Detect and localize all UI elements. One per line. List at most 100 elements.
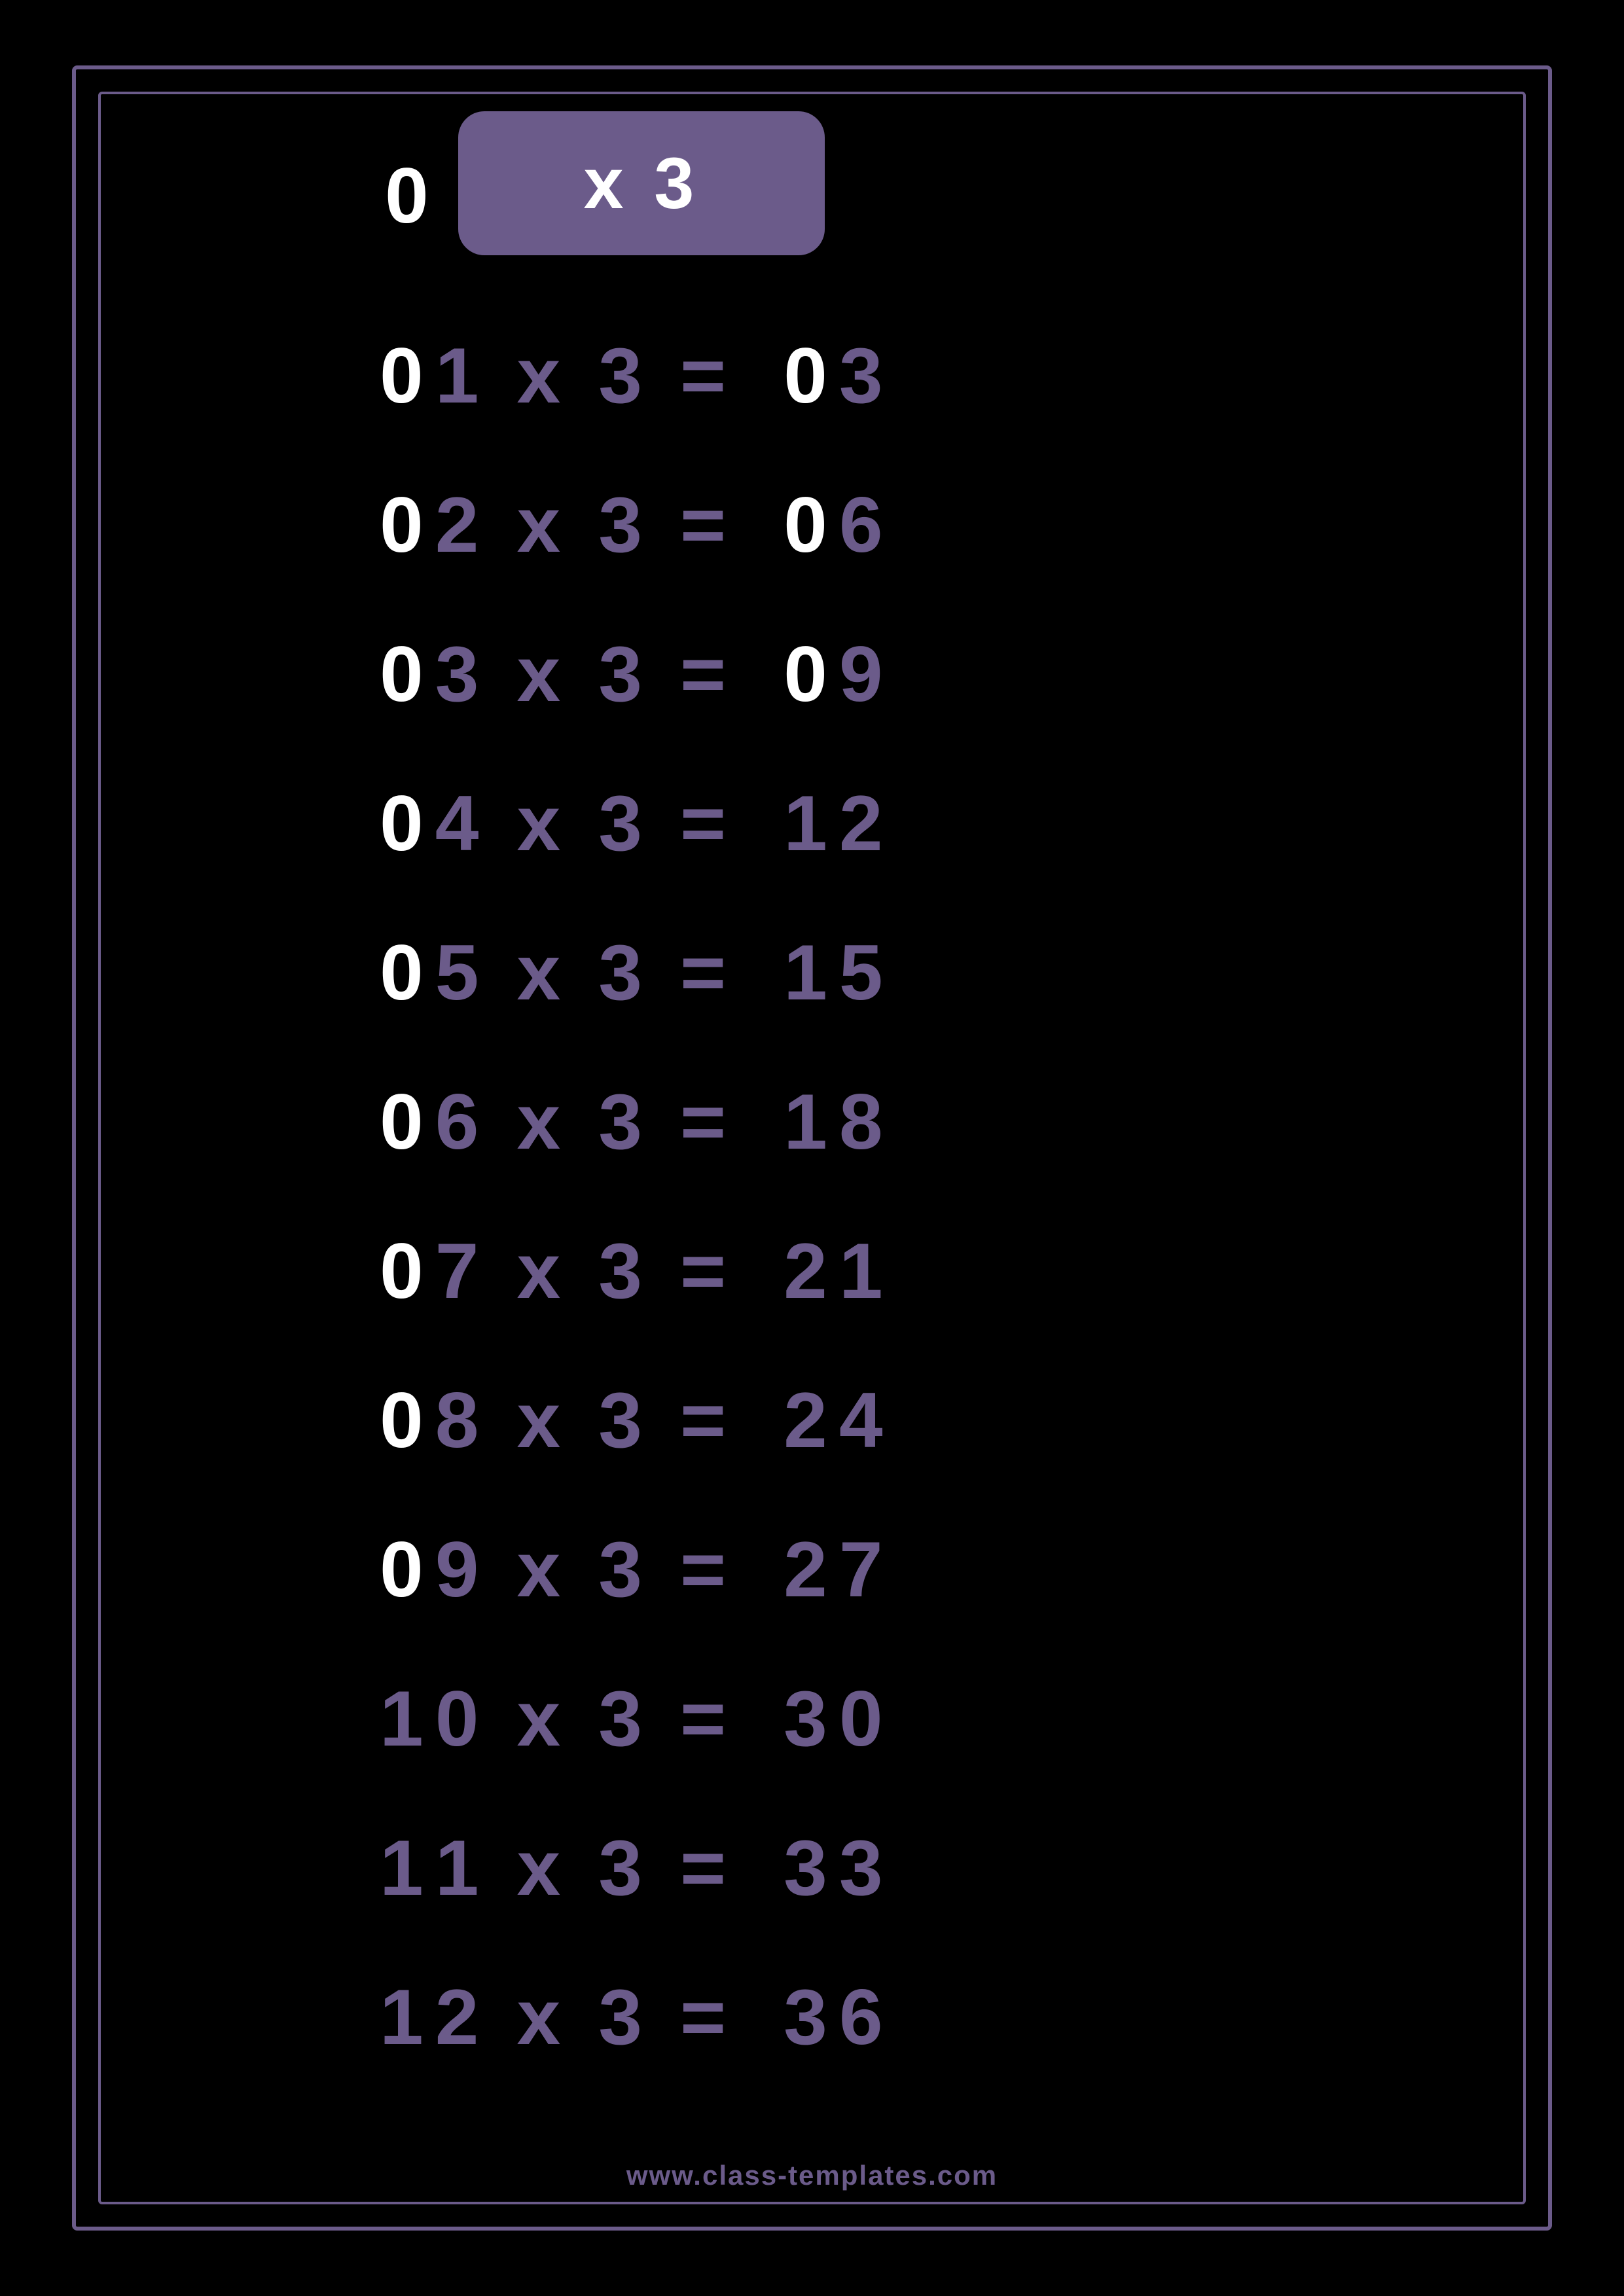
result-rest: 6 [839, 1972, 895, 2062]
equals-sign: = [680, 1524, 738, 1615]
table-row: 02x3=06 [380, 450, 1296, 600]
operand-b: 3 [598, 1226, 654, 1316]
operand-a: 8 [435, 1375, 491, 1465]
result-lead: 2 [784, 1226, 839, 1316]
operand-b: 3 [598, 480, 654, 570]
result-lead: 2 [784, 1375, 839, 1465]
operator-x: x [517, 1823, 573, 1913]
table-row: 09x3 = 27 [380, 1495, 1296, 1644]
result-lead: 1 [784, 1077, 839, 1167]
operand-a: 3 [435, 629, 491, 719]
operand-lead: 1 [380, 1674, 435, 1764]
operand-b: 3 [598, 1674, 654, 1764]
equals-sign: = [680, 1375, 738, 1465]
table-row: 01x3=03 [380, 301, 1296, 450]
operand-a: 6 [435, 1077, 491, 1167]
operand-b: 3 [598, 331, 654, 421]
operator-x: x [517, 1972, 573, 2062]
operand-b: 3 [598, 1823, 654, 1913]
operand-b: 3 [598, 629, 654, 719]
operand-a: 0 [435, 1674, 491, 1764]
table-row: 03x3=09 [380, 600, 1296, 749]
table-row: 05x3=15 [380, 898, 1296, 1047]
equals-sign: = [680, 480, 738, 570]
operand-a: 4 [435, 778, 491, 869]
operator-x: x [517, 629, 573, 719]
equals-sign: = [680, 1823, 738, 1913]
operand-lead: 0 [380, 629, 435, 719]
result-lead: 1 [784, 778, 839, 869]
result-rest: 9 [839, 629, 895, 719]
result-rest: 5 [839, 927, 895, 1018]
operand-lead: 1 [380, 1823, 435, 1913]
operand-lead: 0 [380, 1524, 435, 1615]
operator-x: x [517, 1226, 573, 1316]
operand-a: 1 [435, 1823, 491, 1913]
operand-lead: 0 [380, 927, 435, 1018]
footer-url: www.class-templates.com [0, 2160, 1624, 2191]
result-rest: 4 [839, 1375, 895, 1465]
table-row: 07x3 = 21 [380, 1196, 1296, 1346]
operand-lead: 0 [380, 1375, 435, 1465]
operator-x: x [517, 1077, 573, 1167]
operand-a: 1 [435, 331, 491, 421]
result-lead: 3 [784, 1674, 839, 1764]
operator-x: x [517, 1524, 573, 1615]
result-lead: 3 [784, 1823, 839, 1913]
operand-b: 3 [598, 1972, 654, 2062]
table-row: 10x3=30 [380, 1644, 1296, 1793]
result-lead: 1 [784, 927, 839, 1018]
header-badge: x 3 [458, 111, 825, 255]
operator-x: x [517, 927, 573, 1018]
operand-b: 3 [598, 1077, 654, 1167]
result-lead: 0 [784, 480, 839, 570]
operand-lead: 0 [380, 480, 435, 570]
operand-lead: 0 [380, 331, 435, 421]
equals-sign: = [680, 331, 738, 421]
equals-sign: = [680, 778, 738, 869]
equals-sign: = [680, 1226, 738, 1316]
operator-x: x [517, 1375, 573, 1465]
multiplication-rows: 01x3=0302x3=0603x3=0904x3=1205x3=1506x3=… [380, 301, 1296, 2092]
result-lead: 3 [784, 1972, 839, 2062]
result-rest: 3 [839, 1823, 895, 1913]
table-row: 12x3=36 [380, 1943, 1296, 2092]
result-rest: 8 [839, 1077, 895, 1167]
operator-x: x [517, 778, 573, 869]
header-leading-zero: 0 [385, 151, 431, 241]
table-row: 11x3=33 [380, 1793, 1296, 1943]
operator-x: x [517, 331, 573, 421]
equals-sign: = [680, 629, 738, 719]
operand-lead: 0 [380, 1226, 435, 1316]
equals-sign: = [680, 1674, 738, 1764]
operand-a: 2 [435, 1972, 491, 2062]
operand-b: 3 [598, 778, 654, 869]
operator-x: x [517, 1674, 573, 1764]
result-lead: 0 [784, 629, 839, 719]
table-row: 08x3 = 24 [380, 1346, 1296, 1495]
result-rest: 3 [839, 331, 895, 421]
operand-b: 3 [598, 927, 654, 1018]
result-rest: 1 [839, 1226, 895, 1316]
operand-b: 3 [598, 1375, 654, 1465]
header-badge-text: x 3 [584, 142, 700, 225]
operand-lead: 0 [380, 1077, 435, 1167]
result-lead: 2 [784, 1524, 839, 1615]
table-row: 04x3 = 12 [380, 749, 1296, 898]
operand-lead: 0 [380, 778, 435, 869]
result-rest: 6 [839, 480, 895, 570]
operand-a: 9 [435, 1524, 491, 1615]
result-lead: 0 [784, 331, 839, 421]
operand-lead: 1 [380, 1972, 435, 2062]
equals-sign: = [680, 927, 738, 1018]
result-rest: 7 [839, 1524, 895, 1615]
result-rest: 2 [839, 778, 895, 869]
operator-x: x [517, 480, 573, 570]
equals-sign: = [680, 1972, 738, 2062]
table-row: 06x3 = 18 [380, 1047, 1296, 1196]
result-rest: 0 [839, 1674, 895, 1764]
equals-sign: = [680, 1077, 738, 1167]
operand-a: 7 [435, 1226, 491, 1316]
operand-a: 5 [435, 927, 491, 1018]
operand-b: 3 [598, 1524, 654, 1615]
